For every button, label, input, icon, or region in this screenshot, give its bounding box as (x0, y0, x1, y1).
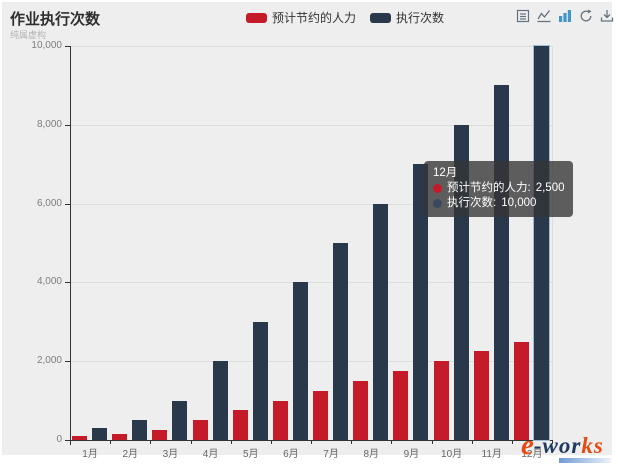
bar-labor-11月[interactable] (473, 351, 489, 440)
y-axis-tick (65, 124, 70, 126)
data-view-icon[interactable] (515, 8, 531, 24)
y-axis-label: 6,000 (36, 197, 62, 209)
bar-labor-9月[interactable] (393, 371, 409, 440)
x-axis-label: 1月 (82, 449, 98, 460)
y-axis-label: 8,000 (36, 118, 62, 130)
x-axis-label: 10月 (441, 449, 463, 460)
tooltip: 12月 预计节约的人力: 2,500 执行次数: 10,000 (424, 161, 574, 217)
tooltip-executions-label: 执行次数: (447, 197, 497, 209)
bar-executions-5月[interactable] (252, 321, 268, 440)
y-axis-label: 4,000 (36, 276, 62, 288)
x-axis-tick (351, 440, 353, 444)
bar-labor-10月[interactable] (433, 361, 449, 440)
tooltip-row-labor: 预计节约的人力: 2,500 (433, 181, 564, 196)
bar-executions-3月[interactable] (172, 400, 188, 440)
bar-labor-6月[interactable] (272, 400, 288, 440)
y-axis-tick (65, 203, 70, 205)
eworks-logo-main-text: -wor (533, 433, 582, 458)
legend-label-labor: 预计节约的人力 (272, 11, 357, 25)
chart-toolbox (515, 8, 615, 24)
chart-title: 作业执行次数 (10, 11, 101, 28)
bar-labor-1月[interactable] (72, 436, 87, 440)
bar-executions-8月[interactable] (373, 203, 389, 440)
chart-subtitle: 纯属虚构 (10, 30, 47, 40)
x-axis-tick (70, 440, 71, 444)
x-axis-label: 9月 (403, 449, 420, 460)
x-axis-tick (110, 440, 112, 444)
legend: 预计节约的人力 执行次数 (246, 9, 444, 26)
labor-series-dot-icon (433, 184, 442, 193)
eworks-logo: e -wor ks (521, 429, 611, 463)
bar-chart-icon[interactable] (557, 8, 573, 24)
bar-executions-9月[interactable] (413, 164, 429, 440)
gridline (70, 46, 552, 47)
x-axis-tick (552, 440, 553, 444)
y-axis-line (70, 46, 71, 445)
executions-series-dot-icon (433, 199, 442, 208)
eworks-logo-accent-text: ks (581, 433, 604, 458)
eworks-logo-underline (559, 458, 611, 463)
bar-labor-5月[interactable] (232, 410, 248, 440)
y-axis-tick (65, 46, 70, 47)
bar-executions-2月[interactable] (132, 420, 148, 440)
eworks-logo-e-icon: e (521, 429, 534, 461)
y-axis-label: 2,000 (36, 355, 62, 367)
x-axis-tick (471, 440, 473, 444)
x-axis-tick (230, 440, 232, 444)
bar-executions-6月[interactable] (292, 282, 308, 440)
bar-executions-11月[interactable] (493, 85, 509, 440)
tooltip-row-executions: 执行次数: 10,000 (433, 196, 564, 211)
x-axis-label: 12月 (521, 449, 543, 460)
bar-labor-8月[interactable] (353, 380, 369, 440)
y-axis-label: 10,000 (31, 40, 62, 51)
x-axis-label: 8月 (363, 449, 380, 460)
x-axis-label: 3月 (162, 449, 179, 460)
x-axis-tick (511, 440, 513, 444)
save-as-image-icon[interactable] (599, 8, 615, 24)
bar-executions-7月[interactable] (333, 243, 348, 440)
tooltip-title: 12月 (433, 167, 458, 179)
gridline (70, 361, 552, 363)
x-axis-tick (270, 440, 272, 444)
gridline (70, 124, 552, 126)
y-axis-tick (65, 440, 70, 441)
bar-labor-7月[interactable] (313, 390, 328, 440)
plot-right-border (552, 46, 553, 440)
bar-executions-4月[interactable] (212, 361, 228, 440)
line-chart-icon[interactable] (536, 8, 552, 24)
legend-item-labor[interactable]: 预计节约的人力 (246, 9, 356, 26)
tooltip-executions-value: 10,000 (501, 197, 537, 209)
x-axis-tick (391, 440, 393, 444)
gridline (70, 203, 552, 205)
x-axis-tick (190, 440, 192, 444)
restore-icon[interactable] (578, 8, 594, 24)
tooltip-labor-label: 预计节约的人力: (447, 182, 531, 194)
legend-swatch-labor (246, 12, 267, 23)
bar-executions-1月[interactable] (92, 428, 107, 440)
x-axis-label: 11月 (481, 449, 502, 460)
bar-labor-4月[interactable] (192, 420, 208, 440)
x-axis-label: 4月 (202, 449, 219, 460)
bar-labor-3月[interactable] (152, 430, 168, 440)
legend-item-executions[interactable]: 执行次数 (370, 9, 444, 26)
bar-executions-12月[interactable] (532, 45, 550, 441)
legend-label-executions: 执行次数 (396, 11, 445, 25)
x-axis-label: 6月 (283, 449, 299, 460)
tooltip-labor-value: 2,500 (535, 182, 565, 194)
bar-labor-12月[interactable] (513, 341, 529, 440)
x-axis-tick (150, 440, 152, 444)
gridline (70, 282, 552, 284)
legend-swatch-executions (370, 12, 392, 23)
y-axis-label: 0 (56, 434, 62, 445)
bar-labor-2月[interactable] (112, 434, 128, 440)
x-axis-tick (311, 440, 312, 444)
y-axis-tick (65, 282, 70, 284)
x-axis-label: 2月 (122, 449, 139, 460)
x-axis-label: 5月 (242, 449, 259, 460)
x-axis-label: 7月 (323, 449, 339, 460)
y-axis-tick (65, 361, 70, 363)
x-axis-tick (431, 440, 433, 444)
